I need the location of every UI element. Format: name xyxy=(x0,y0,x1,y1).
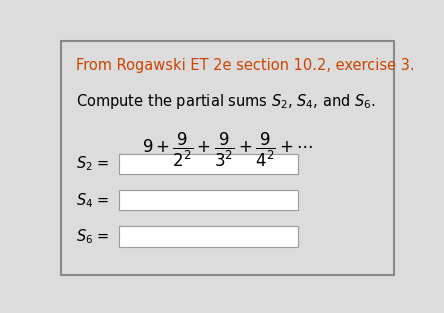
Text: Compute the partial sums $S_2$, $S_4$, and $S_6$.: Compute the partial sums $S_2$, $S_4$, a… xyxy=(76,92,376,111)
FancyBboxPatch shape xyxy=(119,154,298,174)
Text: $S_6$ =: $S_6$ = xyxy=(76,227,110,246)
Text: $S_4$ =: $S_4$ = xyxy=(76,191,110,210)
Text: $9 + \dfrac{9}{2^2} + \dfrac{9}{3^2} + \dfrac{9}{4^2} + \cdots$: $9 + \dfrac{9}{2^2} + \dfrac{9}{3^2} + \… xyxy=(142,130,313,169)
FancyBboxPatch shape xyxy=(61,41,394,275)
Text: $S_2$ =: $S_2$ = xyxy=(76,155,110,173)
FancyBboxPatch shape xyxy=(119,190,298,210)
Text: From Rogawski ET 2e section 10.2, exercise 3.: From Rogawski ET 2e section 10.2, exerci… xyxy=(76,58,415,73)
FancyBboxPatch shape xyxy=(119,226,298,247)
